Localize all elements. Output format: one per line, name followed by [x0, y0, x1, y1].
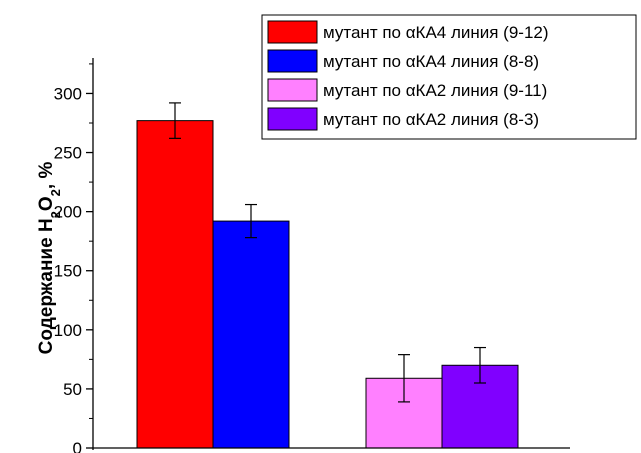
bars	[136, 120, 519, 449]
legend-box	[261, 14, 637, 140]
bar-2	[212, 220, 290, 449]
y-tick-label-150: 150	[54, 262, 82, 281]
bar-1	[136, 120, 214, 449]
legend-label-2: мутант по αКА4 линия (8-8)	[323, 52, 539, 71]
legend-swatch-3	[267, 78, 318, 102]
y-axis: 0 50 100 150 200 250 300	[54, 58, 94, 453]
legend-label-3: мутант по αКА2 линия (9-11)	[323, 81, 547, 100]
bar-4	[441, 364, 519, 449]
y-tick-label-100: 100	[54, 321, 82, 340]
legend-swatch-2	[267, 49, 318, 73]
y-tick-label-200: 200	[54, 203, 82, 222]
y-tick-label-250: 250	[54, 144, 82, 163]
y-axis-label: Содержание H2O2, %	[36, 162, 63, 355]
error-bars	[169, 102, 486, 403]
y-tick-label-50: 50	[63, 380, 82, 399]
legend-swatch-1	[267, 20, 318, 44]
legend-swatch-4	[267, 107, 318, 131]
y-tick-label-0: 0	[73, 439, 82, 453]
legend-label-4: мутант по αКА2 линия (8-3)	[323, 110, 539, 129]
legend-label-1: мутант по αКА4 линия (9-12)	[323, 23, 549, 42]
y-tick-label-300: 300	[54, 84, 82, 103]
legend: мутант по αКА4 линия (9-12) мутант по αКА…	[261, 14, 637, 140]
